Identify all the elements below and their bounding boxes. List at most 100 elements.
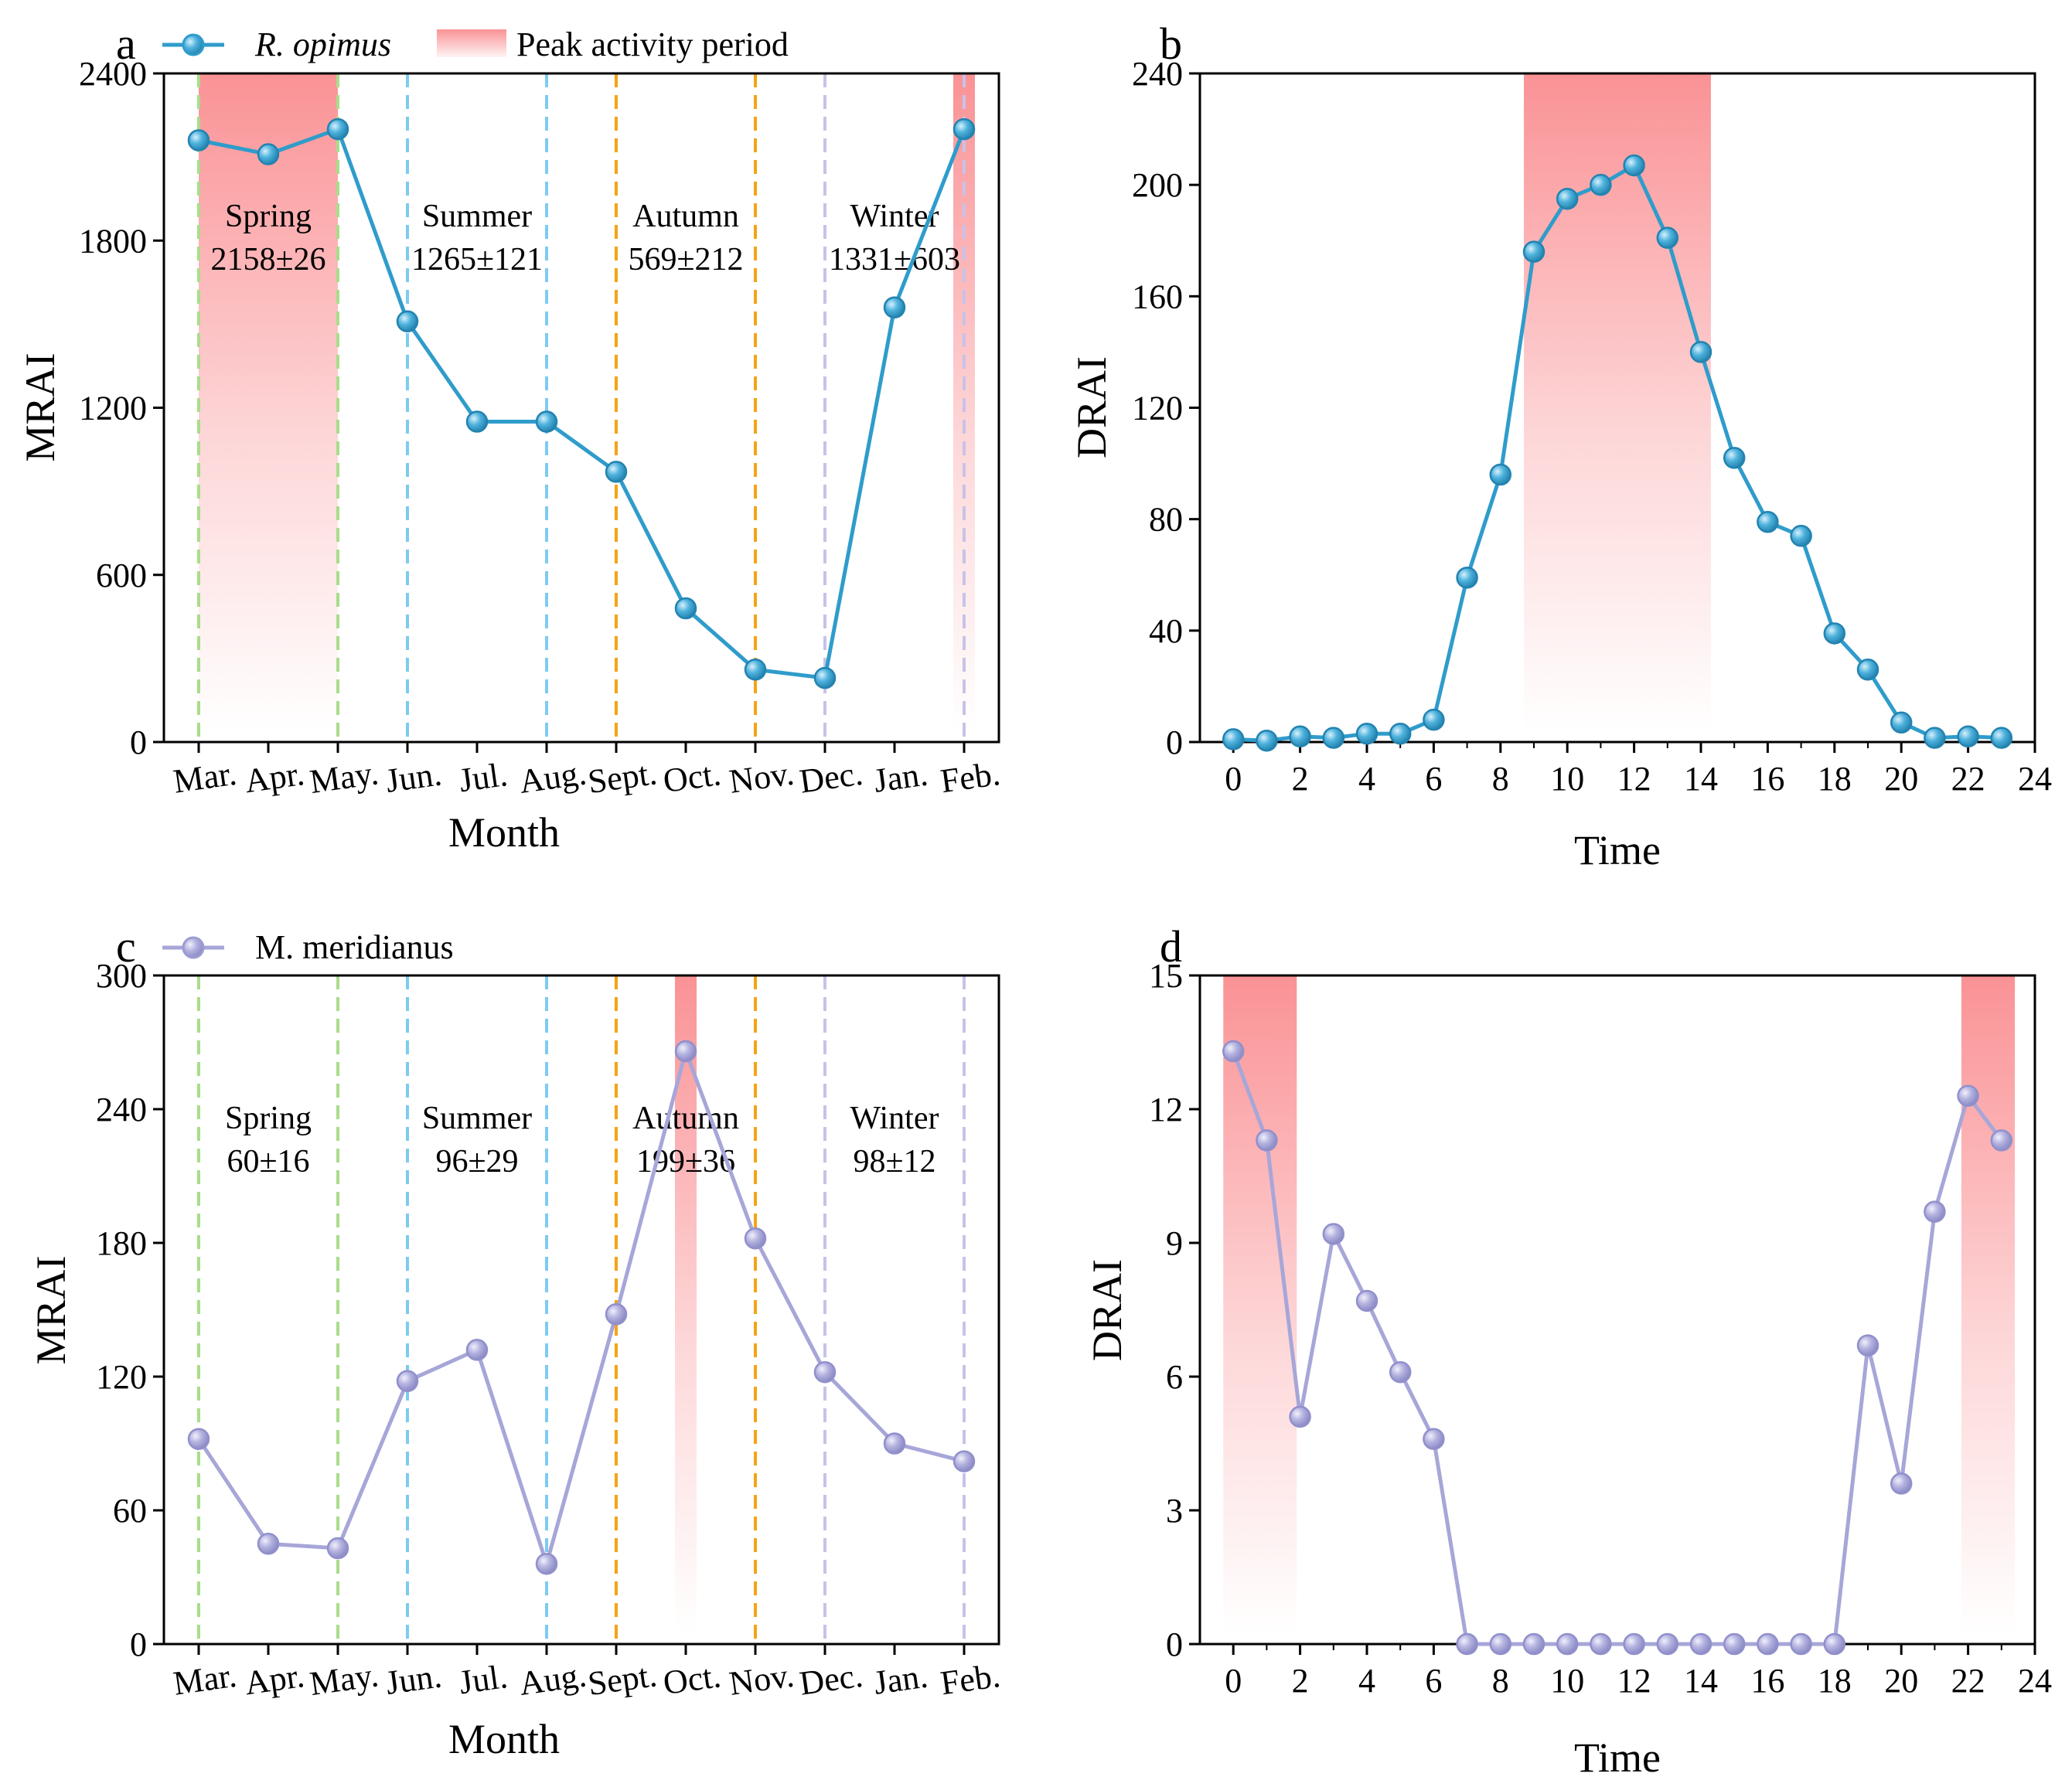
- y-tick-label-d-9: 9: [1166, 1224, 1183, 1262]
- data-point-a-3: [396, 310, 419, 333]
- data-point-a-4: [465, 410, 489, 433]
- y-tick-label-b-80: 80: [1149, 501, 1183, 539]
- data-point-c-0: [187, 1428, 210, 1450]
- data-point-d-10: [1556, 1632, 1579, 1656]
- data-point-a-11: [953, 117, 976, 141]
- x-tick-label-c-10: Jan.: [871, 1657, 930, 1702]
- y-tick-label-d-3: 3: [1166, 1492, 1183, 1530]
- data-point-a-1: [257, 143, 280, 165]
- data-point-c-7: [674, 1040, 697, 1063]
- x-tick-label-a-1: Apr.: [242, 754, 306, 800]
- x-tick-label-d-12: 12: [1617, 1662, 1651, 1700]
- data-point-d-21: [1924, 1200, 1946, 1223]
- y-axis-title-c: MRAI: [28, 1255, 74, 1364]
- panel-letter-b: b: [1160, 19, 1182, 69]
- data-point-a-0: [187, 129, 210, 151]
- x-tick-label-a-2: May.: [308, 754, 381, 801]
- y-tick-label-a-2400: 2400: [79, 55, 147, 93]
- data-point-b-21: [1924, 727, 1946, 749]
- data-point-d-22: [1957, 1084, 1979, 1107]
- legend-marker-ropimus: [182, 33, 205, 56]
- data-point-d-13: [1656, 1632, 1679, 1656]
- data-point-d-16: [1757, 1632, 1779, 1656]
- x-tick-label-c-1: Apr.: [242, 1656, 306, 1702]
- legend-marker-meridianus: [182, 936, 205, 959]
- x-tick-label-c-11: Feb.: [938, 1656, 1002, 1702]
- data-point-c-4: [465, 1339, 489, 1361]
- data-point-b-14: [1689, 341, 1712, 363]
- y-tick-label-d-0: 0: [1166, 1626, 1183, 1663]
- season-name-a-2: Autumn: [632, 199, 739, 234]
- x-tick-label-b-16: 16: [1750, 760, 1784, 798]
- x-tick-label-a-6: Sept.: [585, 754, 659, 801]
- data-point-d-9: [1522, 1632, 1545, 1656]
- data-point-d-14: [1689, 1632, 1712, 1656]
- season-name-c-3: Winter: [850, 1101, 939, 1136]
- legend-label-ropimus: R. opimus: [254, 26, 391, 63]
- x-tick-label-b-8: 8: [1492, 760, 1509, 798]
- legend-label-peak: Peak activity period: [516, 26, 789, 63]
- x-tick-label-b-22: 22: [1951, 760, 1985, 798]
- x-tick-label-d-10: 10: [1550, 1662, 1584, 1700]
- x-tick-label-d-4: 4: [1358, 1662, 1375, 1700]
- season-stat-a-2: 569±212: [628, 242, 743, 277]
- x-tick-label-b-10: 10: [1550, 760, 1584, 798]
- data-point-d-17: [1790, 1632, 1812, 1656]
- x-tick-label-d-14: 14: [1684, 1662, 1718, 1700]
- x-tick-label-a-9: Dec.: [797, 754, 865, 801]
- panel-letter-d: d: [1160, 921, 1182, 972]
- x-tick-label-d-16: 16: [1750, 1662, 1784, 1700]
- data-point-d-11: [1590, 1632, 1612, 1656]
- peak-span-b-0: [1524, 73, 1711, 731]
- season-stat-c-0: 60±16: [227, 1144, 309, 1180]
- data-point-b-4: [1355, 722, 1378, 745]
- data-point-c-8: [744, 1227, 767, 1250]
- x-tick-label-c-8: Nov.: [727, 1656, 796, 1703]
- x-axis-title-a: Month: [448, 809, 560, 856]
- y-axis-title-d: DRAI: [1084, 1259, 1130, 1361]
- y-tick-label-a-1200: 1200: [79, 390, 147, 427]
- x-tick-label-b-0: 0: [1225, 760, 1242, 798]
- data-point-a-8: [744, 659, 767, 681]
- legend-panel-c: M. meridianus: [162, 928, 454, 966]
- data-point-d-5: [1389, 1360, 1412, 1384]
- y-tick-label-c-300: 300: [96, 957, 147, 995]
- data-point-b-9: [1522, 240, 1545, 263]
- peak-span-d-0: [1223, 975, 1297, 1633]
- data-point-b-19: [1856, 659, 1879, 681]
- x-tick-label-a-7: Oct.: [661, 754, 724, 800]
- x-tick-label-b-18: 18: [1818, 760, 1852, 798]
- x-tick-label-b-12: 12: [1617, 760, 1651, 798]
- y-tick-label-c-180: 180: [96, 1224, 147, 1262]
- x-tick-label-b-2: 2: [1292, 760, 1309, 798]
- x-tick-label-a-10: Jan.: [871, 755, 930, 800]
- x-tick-label-b-14: 14: [1684, 760, 1718, 798]
- x-tick-label-c-0: Mar.: [171, 1656, 239, 1703]
- data-point-c-1: [257, 1533, 280, 1555]
- data-point-b-16: [1757, 511, 1779, 533]
- y-tick-label-a-1800: 1800: [79, 222, 147, 260]
- season-stat-a-3: 1331±603: [829, 242, 960, 277]
- y-tick-label-b-0: 0: [1166, 723, 1183, 761]
- data-point-c-10: [883, 1432, 906, 1455]
- x-tick-label-d-20: 20: [1884, 1662, 1918, 1700]
- x-tick-label-d-6: 6: [1425, 1662, 1442, 1700]
- x-axis-title-c: Month: [448, 1716, 560, 1762]
- x-tick-label-c-9: Dec.: [797, 1656, 865, 1703]
- y-tick-label-d-15: 15: [1149, 957, 1183, 995]
- data-point-d-15: [1723, 1632, 1746, 1656]
- y-tick-label-b-40: 40: [1149, 612, 1183, 650]
- x-tick-label-a-5: Aug.: [517, 754, 589, 801]
- y-axis-title-a: MRAI: [17, 352, 63, 461]
- y-tick-label-b-160: 160: [1132, 277, 1183, 315]
- data-point-b-3: [1322, 727, 1345, 749]
- data-point-b-17: [1790, 525, 1812, 547]
- data-point-b-6: [1423, 708, 1445, 731]
- data-point-c-3: [396, 1370, 419, 1393]
- data-point-b-5: [1389, 722, 1412, 745]
- data-point-b-20: [1890, 711, 1913, 734]
- x-axis-title-b: Time: [1574, 827, 1661, 873]
- data-point-b-1: [1256, 729, 1278, 752]
